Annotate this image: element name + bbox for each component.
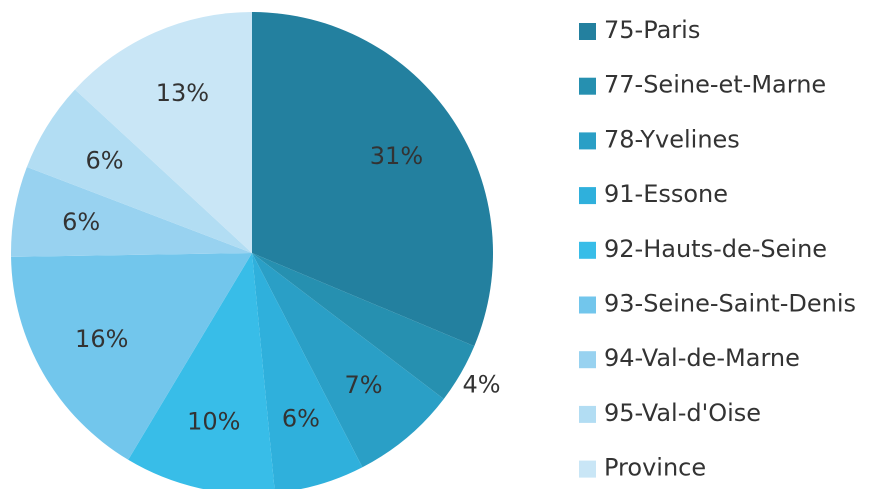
legend-label: 75-Paris — [604, 16, 700, 44]
slice-label: 16% — [75, 325, 128, 353]
legend-label: 94-Val-de-Marne — [604, 344, 800, 372]
slice-label: 4% — [463, 371, 501, 399]
legend-swatch — [579, 77, 596, 95]
slice-label: 10% — [187, 407, 240, 435]
legend-swatch — [579, 132, 596, 150]
slice-label: 7% — [344, 371, 382, 399]
legend-swatch — [579, 241, 596, 259]
legend-label: 93-Seine-Saint-Denis — [604, 290, 856, 318]
legend-swatch — [579, 23, 596, 40]
pie-slice — [10, 166, 252, 257]
legend-label: 77-Seine-et-Marne — [604, 71, 826, 99]
slice-label: 6% — [62, 208, 100, 236]
pie-slice — [26, 89, 253, 253]
legend-swatch — [579, 351, 596, 369]
pie-slice — [252, 253, 444, 468]
slice-label: 13% — [156, 79, 209, 107]
legend-swatch — [579, 296, 596, 314]
pie-slice — [128, 253, 275, 489]
legend-swatch — [579, 187, 596, 205]
legend-label: 95-Val-d'Oise — [604, 399, 761, 427]
legend-swatch — [579, 460, 596, 478]
slice-label: 31% — [370, 142, 423, 170]
pie-slice — [74, 12, 252, 253]
legend-label: 92-Hauts-de-Seine — [604, 235, 827, 263]
slice-label: 6% — [86, 147, 124, 175]
legend-label: 91-Essone — [604, 180, 728, 208]
pie-slice — [252, 253, 363, 489]
pie-slice — [11, 253, 253, 460]
legend-label: 78-Yvelines — [604, 125, 740, 153]
pie-slice — [252, 12, 493, 347]
pie-slice — [252, 253, 475, 399]
legend-label: Province — [604, 454, 706, 482]
legend-swatch — [579, 405, 596, 423]
slice-label: 6% — [282, 404, 320, 432]
